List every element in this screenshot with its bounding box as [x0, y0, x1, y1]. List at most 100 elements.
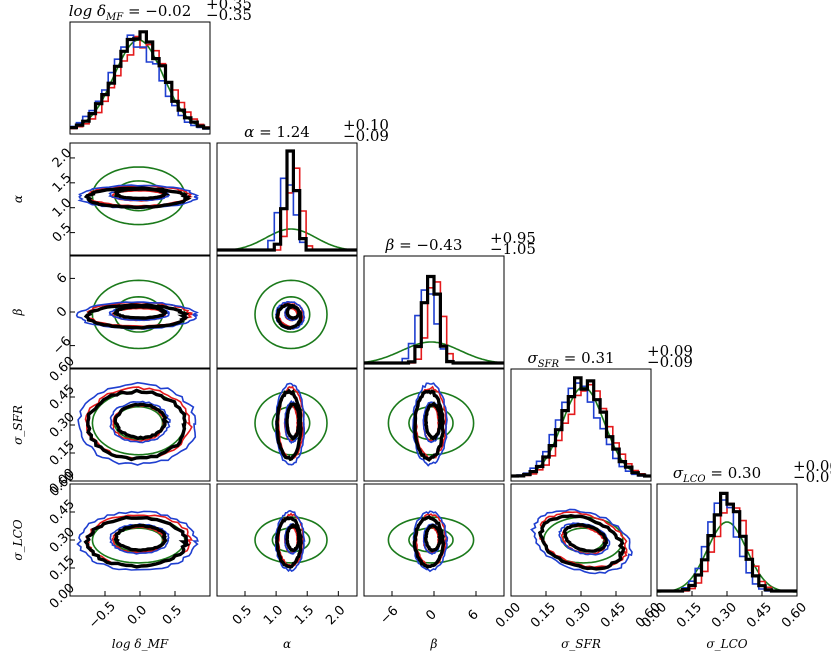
contour-black-1s [424, 401, 442, 441]
contour-group-42 [387, 510, 475, 573]
contour-blue-2s [76, 510, 199, 571]
ytick-label-alpha: 2.0 [50, 146, 75, 171]
contour-group-43 [530, 508, 633, 575]
contour-panel-beta-slco [363, 483, 505, 597]
contour-black-1s [113, 402, 170, 441]
contour-green-outer [254, 516, 328, 564]
hist-frame-ssfr [510, 368, 652, 482]
contour-black-2s [275, 388, 303, 462]
contour-frame [216, 255, 358, 369]
contour-green-outer [254, 279, 328, 350]
contour-group-41 [254, 509, 328, 573]
hist-beta-black [364, 274, 504, 365]
ytick-label-beta: −6 [50, 334, 74, 358]
contour-green-inner [271, 295, 311, 333]
contour-frame [216, 483, 358, 597]
ylabel-alpha: α [11, 195, 25, 203]
hist-panel-alpha: α = 1.24 +0.10−0.09 [216, 116, 389, 256]
hist-title-sup-ssfr: +0.09 [647, 342, 693, 360]
contour-black-1s [285, 522, 302, 553]
contour-green-outer [387, 516, 475, 564]
contour-frame [69, 142, 211, 256]
contour-panel-logdmf-ssfr [69, 368, 211, 482]
contour-black-2s [275, 515, 303, 569]
hist-frame-beta [363, 255, 505, 369]
contour-blue-1s [558, 522, 611, 556]
xlabel-ssfr: σ_SFR [561, 637, 601, 651]
xtick-label-slco: 0.30 [709, 600, 740, 631]
hist-curve-logdmf-green [69, 39, 211, 130]
hist-panel-beta: β = −0.43 +0.95−1.05 [363, 229, 536, 369]
contour-black-2s [412, 515, 446, 570]
hist-ssfr-black [511, 376, 651, 478]
contour-group-31 [254, 382, 328, 466]
ytick-label-beta: 0 [54, 304, 70, 320]
xtick-label-alpha: 2.0 [323, 603, 348, 628]
contour-blue-2s [530, 508, 633, 575]
contour-black-1s [562, 522, 609, 553]
xtick-label-logdmf: −0.5 [86, 599, 119, 632]
contour-group-20 [75, 279, 199, 350]
ytick-label-alpha: 1.0 [50, 195, 75, 220]
contour-panel-ssfr-slco [510, 483, 652, 597]
contour-black-2s [537, 513, 626, 571]
contour-panel-logdmf-alpha [69, 142, 211, 256]
xlabel-slco: σ_LCO [706, 637, 747, 651]
contour-black-2s [413, 389, 445, 462]
hist-title-inf-alpha: −0.09 [343, 127, 389, 145]
xtick-label-slco: 0.60 [779, 600, 810, 631]
contour-green-outer [91, 166, 186, 226]
xtick-label-alpha: 0.5 [230, 603, 255, 628]
contour-green-outer [254, 390, 328, 456]
contour-blue-1s [109, 400, 171, 444]
hist-panel-logdmf: log δMF = −0.02 +0.35−0.35 [69, 0, 252, 135]
contour-green-outer [91, 279, 186, 350]
contour-panel-logdmf-beta [69, 255, 211, 369]
contour-black-1s [285, 402, 301, 441]
contour-black-1s [113, 523, 168, 553]
hist-title-inf-beta: −1.05 [490, 240, 536, 258]
contour-frame [363, 483, 505, 597]
contour-group-40 [76, 510, 199, 571]
xtick-label-ssfr: 0.15 [528, 600, 559, 631]
xtick-label-ssfr: 0.45 [598, 600, 629, 631]
contour-group-10 [77, 166, 200, 226]
hist-slco-black [657, 491, 797, 593]
hist-title-beta: β = −0.43 [385, 236, 463, 254]
hist-slco-red [657, 502, 797, 592]
ytick-label-beta: 6 [54, 271, 70, 287]
hist-ssfr-blue [511, 382, 651, 477]
contour-green-outer [387, 390, 475, 456]
ytick-label-alpha: 1.5 [50, 171, 75, 196]
xtick-label-logdmf: 0.5 [160, 603, 185, 628]
xlabel-alpha: α [283, 637, 291, 651]
xtick-label-alpha: 1.5 [292, 603, 317, 628]
xtick-label-slco: 0.45 [744, 600, 775, 631]
xtick-label-slco: 0.15 [674, 600, 705, 631]
contour-panel-alpha-slco [216, 483, 358, 597]
xtick-label-beta: −6 [377, 603, 401, 627]
contour-group-32 [387, 382, 475, 467]
xtick-label-ssfr: 0.30 [563, 600, 594, 631]
xtick-label-beta: 0 [423, 607, 439, 623]
hist-frame-logdmf [69, 21, 211, 135]
contour-panel-alpha-ssfr [216, 368, 358, 482]
contour-blue-2s [412, 510, 449, 573]
hist-alpha-black [217, 149, 357, 252]
ylabel-slco: σ_LCO [11, 519, 25, 560]
ylabel-ssfr: σ_SFR [11, 405, 25, 445]
hist-title-sup-logdmf: +0.35 [206, 0, 252, 13]
hist-title-inf-logdmf: −0.35 [206, 6, 252, 24]
hist-title-slco: σLCO = 0.30 [673, 464, 761, 485]
hist-title-sup-alpha: +0.10 [343, 116, 389, 134]
hist-curve-slco-green [656, 521, 798, 593]
contour-black-1s [423, 523, 443, 553]
hist-beta-blue [364, 289, 504, 364]
hist-curve-beta-green [363, 341, 505, 364]
contour-group-21 [254, 279, 328, 350]
ytick-label-alpha: 0.5 [50, 220, 75, 245]
contour-black-2s [83, 515, 191, 569]
contour-frame [363, 368, 505, 482]
contour-panel-alpha-beta [216, 255, 358, 369]
